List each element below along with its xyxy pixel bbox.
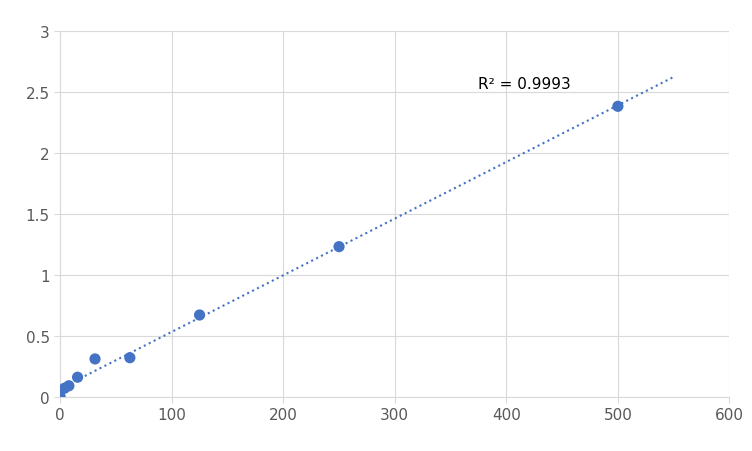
Point [89, 355, 101, 363]
Point [612, 103, 624, 110]
Point [193, 312, 205, 319]
Point [54, 393, 66, 400]
Point [333, 244, 345, 251]
Point [59, 385, 71, 392]
Point [63, 382, 75, 390]
Point [71, 374, 83, 381]
Text: R² = 0.9993: R² = 0.9993 [478, 77, 572, 92]
Point [124, 354, 136, 362]
